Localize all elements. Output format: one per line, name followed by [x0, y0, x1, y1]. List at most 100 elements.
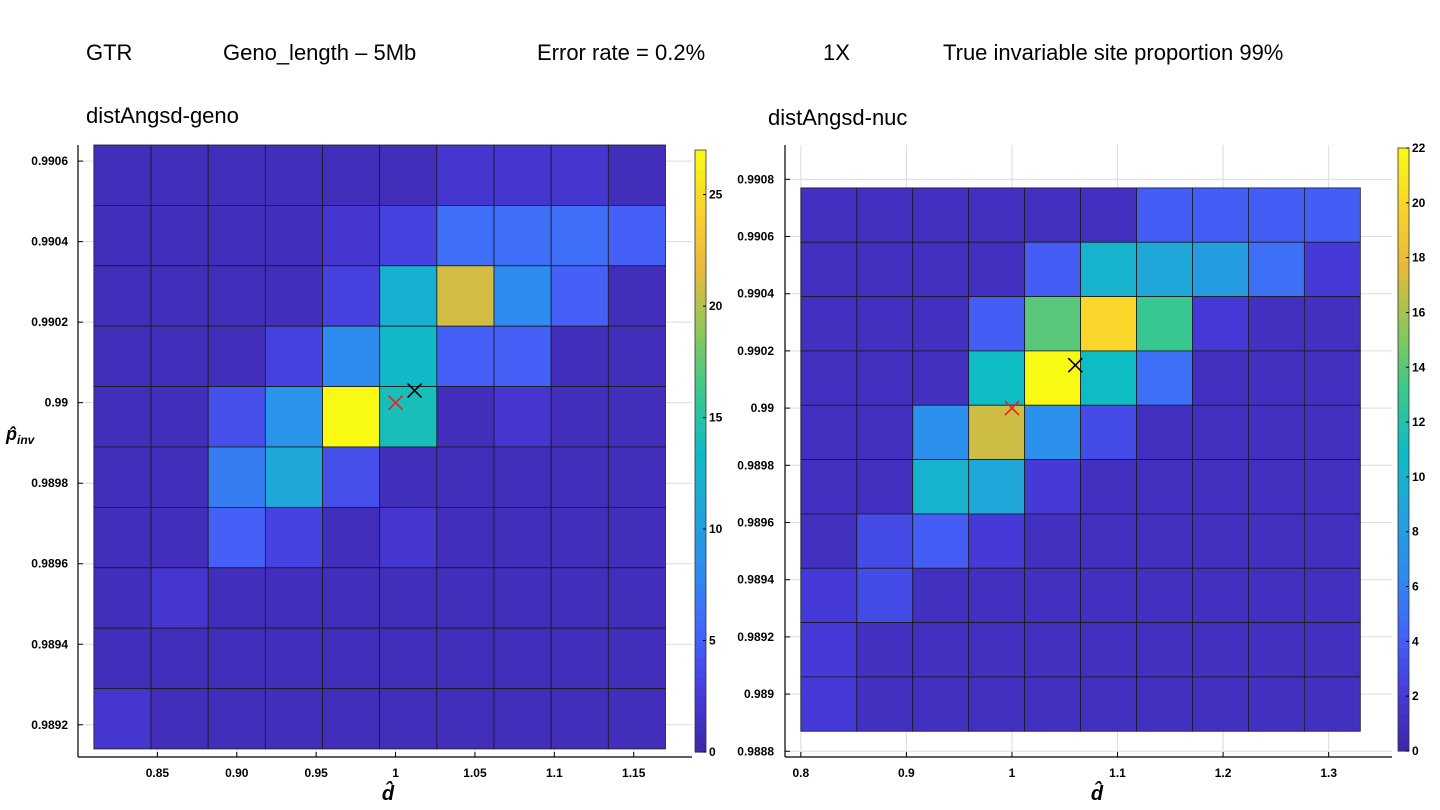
colorbar-segment [1398, 251, 1409, 262]
heatmap-cell [436, 446, 495, 508]
colorbar-segment [1398, 562, 1409, 573]
colorbar-segment [1398, 647, 1409, 658]
colorbar-segment [695, 582, 706, 593]
heatmap-cell [1080, 513, 1137, 569]
colorbar-segment [695, 394, 706, 405]
colorbar-segment [1398, 213, 1409, 224]
heatmap-cell [968, 459, 1026, 515]
colorbar-frame [694, 149, 707, 753]
heatmap-cell [912, 296, 970, 352]
heatmap-cell [800, 513, 858, 569]
colorbar-segment [1398, 185, 1409, 196]
heatmap-cell [379, 144, 438, 206]
heatmap-cell [493, 506, 552, 569]
heatmap-cell [1080, 622, 1137, 678]
heatmap-cell [379, 204, 438, 267]
heatmap-cell [1192, 241, 1249, 297]
y-tick-label: 0.9908 [737, 172, 774, 186]
heatmap-cell [1303, 187, 1361, 243]
colorbar-segment [695, 197, 706, 208]
heatmap-cell [150, 567, 209, 629]
y-tick-label: 0.9892 [31, 718, 68, 732]
heatmap-cell [1136, 622, 1193, 678]
heatmap-cell [1024, 241, 1081, 297]
heatmap-cell [1024, 350, 1081, 406]
heatmap-cell [912, 404, 970, 460]
colorbar-tick-label: 0 [709, 745, 716, 759]
heatmap-cell [1080, 350, 1137, 406]
heatmap-cell [800, 459, 858, 515]
y-tick-label: 0.9906 [31, 154, 68, 168]
heatmap-cell [607, 204, 666, 267]
heatmap-cell [1136, 513, 1193, 569]
heatmap-cell [493, 204, 552, 267]
x-tick-label: 1.05 [463, 766, 487, 780]
colorbar-segment [695, 262, 706, 273]
heatmap-cell [912, 513, 970, 569]
heatmap-panel-2: 0.8 0.9 1 1.1 1.2 1.3 0.9888 0.989 0.9892 0.9894 0… [737, 141, 1425, 805]
x-tick-label: 1 [1009, 766, 1016, 780]
colorbar-segment [1398, 534, 1409, 545]
heatmap-cell [93, 506, 152, 569]
heatmap-cell [322, 688, 381, 750]
heatmap-cell [550, 325, 609, 387]
colorbar-segment [1398, 402, 1409, 413]
header-geno-length: Geno_length – 5Mb [223, 40, 417, 65]
y-tick-label: 0.989 [744, 687, 774, 701]
heatmap-cell [1024, 459, 1081, 515]
heatmap-cell [1248, 296, 1305, 352]
heatmap-cell [1192, 187, 1249, 243]
heatmap-cell [1248, 404, 1305, 460]
colorbar-segment [1398, 392, 1409, 403]
colorbar-segment [695, 300, 706, 311]
colorbar-segment [695, 215, 706, 226]
colorbar-segment [1398, 148, 1409, 159]
heatmap-cell [856, 459, 914, 515]
heatmap-cell [493, 627, 552, 689]
colorbar-segment [1398, 666, 1409, 677]
colorbar-segment [1398, 741, 1409, 752]
heatmap-cell [322, 627, 381, 689]
x-tick-label: 1.1 [1109, 766, 1126, 780]
heatmap-cell [912, 676, 970, 732]
heatmap-cell [264, 688, 323, 750]
heatmap-cell [968, 622, 1026, 678]
heatmap-cell [207, 567, 266, 629]
x-axis-label: d̂ [382, 780, 395, 805]
heatmap-cell [322, 506, 381, 569]
heatmap-cell [856, 513, 914, 569]
heatmap-cell [550, 688, 609, 750]
heatmap-cell [379, 446, 438, 508]
colorbar-tick-label: 4 [1412, 634, 1419, 648]
heatmap-cell [607, 506, 666, 569]
heatmap-cell [93, 204, 152, 267]
colorbar-segment [695, 676, 706, 687]
colorbar-segment [695, 309, 706, 320]
colorbar-segment [1398, 336, 1409, 347]
colorbar-tick-label: 2 [1412, 689, 1419, 703]
heatmap-cell [1303, 567, 1361, 623]
colorbar-segment [695, 469, 706, 480]
heatmap-cell [800, 676, 858, 732]
heatmap-cell [436, 325, 495, 387]
heatmap-cell [1248, 241, 1305, 297]
heatmap-cell [1024, 676, 1081, 732]
heatmap-cell [800, 296, 858, 352]
colorbar-segment [695, 526, 706, 537]
heatmap-cell [207, 386, 266, 448]
heatmap-cell [856, 350, 914, 406]
colorbar-segment [695, 347, 706, 358]
heatmap-cell [379, 386, 438, 448]
heatmap-cell [322, 144, 381, 206]
colorbar-segment [695, 234, 706, 245]
colorbar-tick-label: 10 [709, 522, 723, 536]
heatmap-cell [207, 204, 266, 267]
heatmap-cell [150, 688, 209, 750]
heatmap-cell [1080, 459, 1137, 515]
colorbar-segment [695, 178, 706, 189]
colorbar-segment [695, 168, 706, 179]
heatmap-cell [150, 506, 209, 569]
heatmap-cell [1303, 404, 1361, 460]
colorbar-tick-label: 14 [1412, 360, 1426, 374]
